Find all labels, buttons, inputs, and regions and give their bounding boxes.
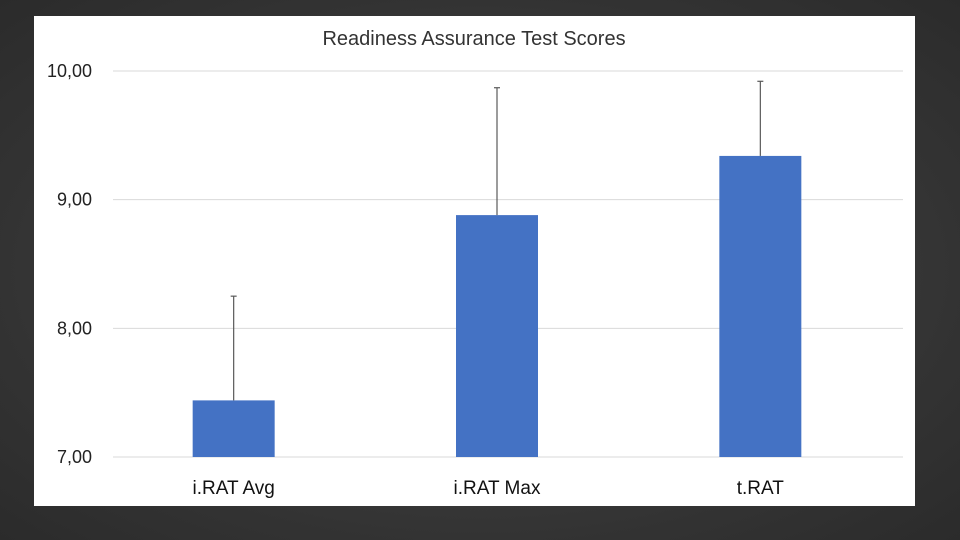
y-tick-label: 7,00: [57, 447, 92, 467]
x-tick-label: i.RAT Max: [454, 478, 541, 499]
bars: [192, 155, 802, 458]
error-bars: [230, 80, 764, 401]
y-tick-label: 10,00: [47, 61, 92, 81]
x-tick-label: t.RAT: [737, 478, 785, 499]
y-tick-label: 9,00: [57, 190, 92, 210]
chart-panel: Readiness Assurance Test Scores 7,00 8,00…: [34, 16, 915, 506]
chart-title: Readiness Assurance Test Scores: [322, 28, 625, 50]
y-tick-label: 8,00: [57, 318, 92, 338]
bar: [192, 400, 275, 457]
bar-chart: Readiness Assurance Test Scores 7,00 8,00…: [47, 28, 903, 499]
bar: [456, 215, 538, 457]
y-axis-ticks: 7,00 8,00 9,00 10,00: [47, 61, 92, 467]
bar: [719, 155, 802, 458]
x-axis-labels: i.RAT Avg i.RAT Max t.RAT: [192, 478, 784, 499]
x-tick-label: i.RAT Avg: [192, 478, 274, 499]
